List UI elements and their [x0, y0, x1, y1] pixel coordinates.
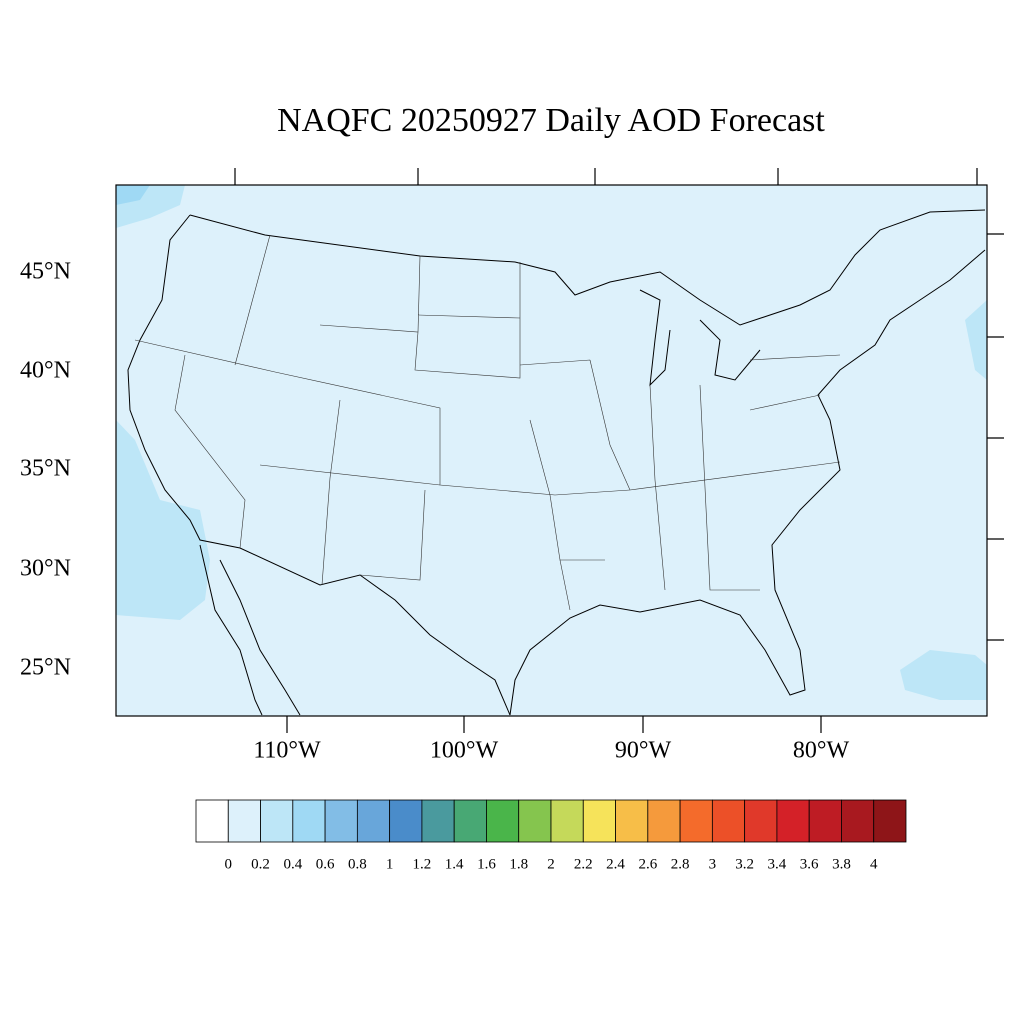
colorbar-box — [227, 799, 261, 843]
axis-ticks — [234, 168, 1004, 733]
colorbar-box — [711, 799, 746, 843]
colorbar-box — [582, 799, 616, 843]
aod-patch — [965, 300, 987, 380]
colorbar: 0 0.2 0.4 0.6 0.8 1 1.2 1.4 1.6 1.8 2 2.2 2.4 2.6 2.8 3… — [195, 799, 907, 872]
aod-patch — [116, 185, 150, 205]
state-borders — [134, 234, 841, 611]
colorbar-label: 1.4 — [445, 856, 464, 872]
colorbar-box — [260, 799, 294, 843]
colorbar-label: 2.8 — [671, 856, 690, 872]
colorbar-box — [453, 799, 487, 843]
title: NAQFC 20250927 Daily AOD Forecast — [277, 102, 825, 139]
colorbar-label: 4 — [870, 856, 878, 872]
colorbar-label: 3 — [709, 856, 717, 872]
colorbar-label: 3.8 — [832, 856, 851, 872]
colorbar-box — [615, 799, 649, 843]
lat-label: 25°N — [20, 655, 71, 681]
colorbar-box — [486, 799, 520, 843]
colorbar-label: 0.6 — [316, 856, 335, 872]
lat-label: 45°N — [20, 259, 71, 285]
aod-patch — [116, 420, 210, 620]
colorbar-label: 0.8 — [348, 856, 367, 872]
colorbar-box — [808, 799, 842, 843]
coastline — [127, 209, 986, 716]
colorbar-box — [550, 799, 584, 843]
colorbar-label: 0.2 — [251, 856, 270, 872]
colorbar-label: 2.6 — [638, 856, 657, 872]
colorbar-label: 2.2 — [574, 856, 593, 872]
lat-label: 40°N — [20, 358, 71, 384]
lon-label: 110°W — [253, 738, 321, 764]
lon-label: 100°W — [430, 738, 499, 764]
colorbar-box — [324, 799, 358, 843]
colorbar-box — [873, 799, 907, 843]
aod-patch — [900, 650, 987, 700]
colorbar-box — [195, 799, 229, 843]
colorbar-label: 1 — [386, 856, 394, 872]
lon-label: 90°W — [615, 738, 672, 764]
colorbar-label: 0.4 — [283, 856, 302, 872]
colorbar-label: 1.2 — [413, 856, 432, 872]
map-background — [116, 185, 987, 716]
colorbar-label: 2 — [547, 856, 555, 872]
colorbar-box — [841, 799, 875, 843]
axis-labels: 45°N 40°N 35°N 30°N 25°N 110°W 100°W 90°W 80°W — [20, 259, 849, 764]
colorbar-label: 0 — [225, 856, 233, 872]
colorbar-label: 3.6 — [800, 856, 819, 872]
colorbar-label: 2.4 — [606, 856, 625, 872]
colorbar-box — [292, 799, 326, 843]
lat-label: 30°N — [20, 556, 71, 582]
colorbar-box — [776, 799, 810, 843]
colorbar-box — [679, 799, 713, 843]
map-frame — [115, 184, 988, 717]
colorbar-box — [518, 799, 552, 843]
colorbar-box — [356, 799, 391, 843]
colorbar-box — [421, 799, 455, 843]
lat-label: 35°N — [20, 456, 71, 482]
colorbar-box — [389, 799, 423, 843]
colorbar-label: 3.4 — [768, 856, 787, 872]
colorbar-box — [744, 799, 778, 843]
colorbar-label: 3.2 — [735, 856, 754, 872]
map — [115, 168, 1004, 733]
colorbar-box — [647, 799, 681, 843]
colorbar-label: 1.8 — [509, 856, 528, 872]
lon-label: 80°W — [793, 738, 850, 764]
colorbar-label: 1.6 — [477, 856, 496, 872]
